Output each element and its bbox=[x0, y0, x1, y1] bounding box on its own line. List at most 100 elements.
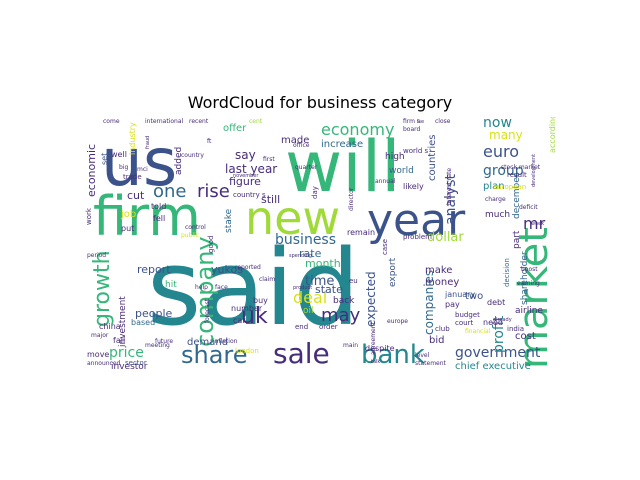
word-future: future bbox=[155, 338, 173, 345]
word-job: job bbox=[120, 209, 136, 220]
word-stake: stake bbox=[224, 208, 234, 233]
word-growth: growth bbox=[90, 250, 115, 327]
word-board: board bbox=[403, 126, 421, 133]
word-expected: expected bbox=[364, 271, 378, 327]
word-level: level bbox=[415, 352, 430, 359]
word-market: market bbox=[511, 227, 556, 369]
word-time: time bbox=[305, 274, 334, 289]
word-india: india bbox=[507, 325, 524, 333]
word-deficit: deficit bbox=[519, 204, 538, 211]
word-development: development bbox=[531, 154, 537, 187]
word-shareholder: shareholder bbox=[520, 251, 530, 305]
word-yukos: yukos bbox=[211, 263, 243, 276]
word-share: share bbox=[181, 341, 248, 369]
word-end: end bbox=[295, 323, 308, 331]
word-november: november bbox=[233, 173, 259, 179]
word-remain: remain bbox=[347, 228, 375, 237]
word-economic: economic bbox=[85, 144, 98, 197]
word-budget: budget bbox=[455, 311, 480, 319]
word-face: face bbox=[215, 284, 228, 291]
word-car: car bbox=[233, 316, 246, 325]
word-firm-s: firm s bbox=[403, 118, 420, 125]
word-need: need bbox=[483, 318, 503, 327]
word-uk: uk bbox=[241, 304, 268, 329]
word-big: big bbox=[119, 164, 128, 171]
word-eu: eu bbox=[349, 277, 358, 285]
word-export: export bbox=[388, 257, 398, 287]
word-europe: europe bbox=[387, 318, 408, 325]
word-international: international bbox=[145, 118, 184, 125]
word-earning: earning bbox=[517, 280, 540, 287]
word-agreement: agreement bbox=[370, 321, 377, 355]
word-two: two bbox=[465, 291, 483, 302]
word-hit: hit bbox=[165, 280, 177, 290]
word-made: made bbox=[281, 135, 309, 146]
word-talk: talk bbox=[371, 359, 380, 365]
word-cost: cost bbox=[515, 331, 536, 342]
word-fraud: fraud bbox=[145, 136, 151, 149]
word-will: will bbox=[285, 126, 401, 208]
word-problem: problem bbox=[403, 233, 432, 241]
word-state: state bbox=[315, 283, 343, 296]
word-charge: charge bbox=[485, 196, 506, 203]
word-forecast: forecast bbox=[204, 298, 211, 323]
word-january: january bbox=[444, 290, 475, 299]
word-result: result bbox=[507, 171, 527, 179]
word-despite: despite bbox=[365, 344, 395, 353]
word-inflation: inflation bbox=[213, 338, 238, 345]
word-already: already bbox=[493, 317, 512, 323]
word-main: main bbox=[343, 342, 358, 349]
word-quarter: quarter bbox=[295, 164, 318, 171]
chart-title: WordCloud for business category bbox=[187, 93, 453, 112]
word-price: price bbox=[109, 345, 144, 361]
word-demand: demand bbox=[187, 337, 228, 348]
word-sector: sector bbox=[125, 359, 147, 367]
word-investor: investor bbox=[111, 362, 148, 369]
word-help: help bbox=[195, 284, 208, 291]
word-companies: companies bbox=[422, 270, 436, 335]
word-put: put bbox=[121, 224, 134, 233]
word-euro: euro bbox=[483, 142, 519, 161]
word-part: part bbox=[512, 230, 522, 249]
word-work: work bbox=[85, 207, 93, 225]
word-lse: lse bbox=[417, 119, 424, 125]
word-financial: financial bbox=[465, 328, 491, 335]
word-analyst: analyst bbox=[443, 174, 459, 226]
word-dollar: dollar bbox=[427, 230, 464, 245]
word-world: world bbox=[389, 166, 414, 176]
word-said: said bbox=[147, 227, 360, 349]
word-day: day bbox=[311, 186, 319, 199]
word-china: china bbox=[99, 322, 121, 331]
word-statement: statement bbox=[415, 360, 447, 367]
word-airline: airline bbox=[515, 306, 543, 316]
word-bank: bank bbox=[361, 340, 425, 369]
word-come: come bbox=[103, 118, 120, 125]
word-say: say bbox=[235, 148, 256, 162]
word-sale: sale bbox=[273, 337, 330, 369]
word-government: government bbox=[455, 345, 541, 361]
word-offer: offer bbox=[223, 123, 247, 134]
word-buy: buy bbox=[253, 296, 268, 305]
word-decision: decision bbox=[503, 258, 511, 287]
word-spending: spending bbox=[289, 253, 312, 259]
word-people: people bbox=[135, 307, 173, 320]
word-court: court bbox=[455, 319, 473, 327]
word-back: back bbox=[333, 296, 355, 306]
word-industry: industry bbox=[128, 122, 137, 155]
word-year1: year bbox=[367, 195, 466, 246]
word-world-s: world s bbox=[403, 147, 428, 155]
word-claim: claim bbox=[259, 276, 275, 283]
word-interest-rate: interest rate bbox=[446, 168, 453, 205]
word-number: number bbox=[231, 304, 263, 313]
word-cent: cent bbox=[249, 118, 263, 125]
word-chief-executive: chief executive bbox=[455, 361, 531, 369]
word-economy: economy bbox=[321, 120, 394, 139]
word-director: director bbox=[348, 187, 355, 211]
word-announced: announced bbox=[87, 360, 121, 367]
word-according: according bbox=[548, 117, 556, 153]
word-set: set bbox=[100, 153, 109, 165]
word-told: told bbox=[151, 202, 166, 211]
word-mr: mr bbox=[523, 214, 546, 233]
word-group: group bbox=[483, 163, 524, 179]
